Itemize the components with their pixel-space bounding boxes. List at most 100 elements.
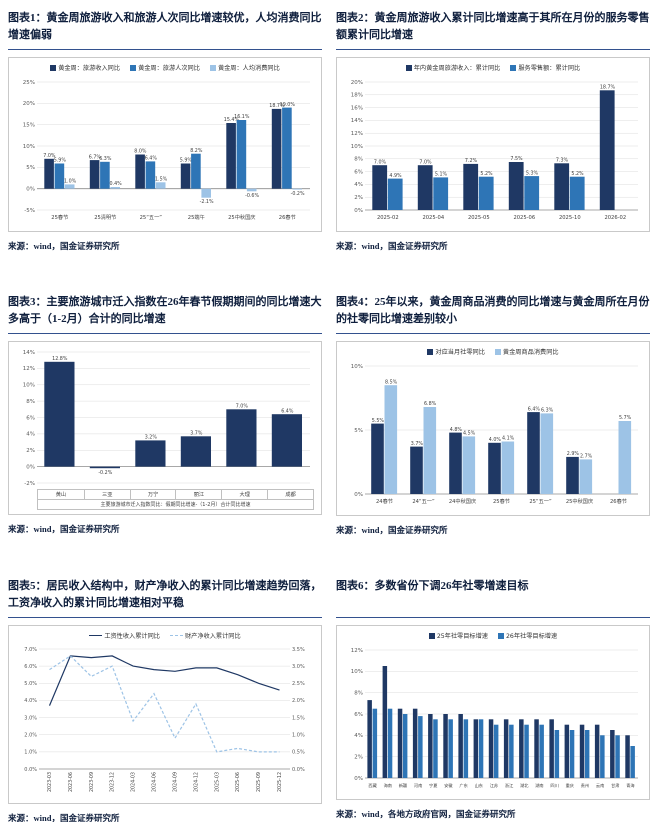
svg-text:0.0%: 0.0% [292,767,305,773]
chart-legend: 对应当月社零同比 黄金周商品消费同比 [339,345,647,359]
svg-text:2%: 2% [26,448,35,454]
legend-item: 工资性收入累计同比 [89,631,160,640]
svg-text:18.7%: 18.7% [600,85,616,91]
svg-text:6.0%: 6.0% [24,664,37,670]
figure-6-title: 图表6：多数省份下调26年社零增速目标 [336,580,529,592]
x-axis-city-label: 丽江 [175,490,221,499]
legend-item: 黄金周：旅游收入同比 [50,63,120,72]
title-divider [8,617,322,618]
chart-legend: 年内黄金周旅游收入：累计同比 服务零售额：累计同比 [339,61,647,75]
svg-text:10%: 10% [351,669,363,675]
svg-text:2%: 2% [354,195,363,201]
svg-text:6.4%: 6.4% [528,406,541,412]
legend-item: 对应当月社零同比 [427,347,485,356]
svg-text:7.2%: 7.2% [465,158,478,164]
svg-text:3.7%: 3.7% [411,441,424,447]
chart-legend: 25年社零目标增速 26年社零目标增速 [339,629,647,643]
legend-item: 25年社零目标增速 [428,631,488,640]
svg-text:3.7%: 3.7% [190,431,203,437]
legend-square-marker [209,64,216,71]
svg-text:2025-05: 2025-05 [468,215,490,221]
svg-text:6%: 6% [354,169,363,175]
svg-text:25清明节: 25清明节 [94,213,116,221]
svg-text:山东: 山东 [475,782,483,789]
svg-text:青海: 青海 [626,782,635,789]
svg-text:-2.1%: -2.1% [200,199,214,205]
title-divider [336,49,650,50]
svg-text:2025-04: 2025-04 [422,215,444,221]
svg-text:12%: 12% [351,131,363,137]
svg-text:14%: 14% [351,118,363,124]
legend-item: 26年社零目标增速 [498,631,557,640]
bar-chart-plot: 0% 2% 4% 6% 8% 10% 12% 14% 16% 18% 20% 7.0% 7.0% 7.2%… [351,80,638,221]
legend-label: 对应当月社零同比 [435,349,485,356]
svg-text:2024-03: 2024-03 [131,772,137,792]
svg-text:2024-12: 2024-12 [193,772,199,792]
svg-text:海南: 海南 [384,782,392,789]
svg-text:4%: 4% [354,182,363,188]
legend-label: 服务零售额：累计同比 [518,65,581,72]
svg-text:14%: 14% [23,350,35,356]
legend-label: 黄金周：人均消费同比 [217,65,280,72]
svg-text:7.3%: 7.3% [556,158,569,164]
svg-text:4.0%: 4.0% [489,437,502,443]
x-axis-note: 主要旅游城市迁入指数同比：假期同比增速-（1-2月）合计同比增速 [37,500,314,510]
svg-text:1.0%: 1.0% [24,750,37,756]
legend-item: 黄金周：人均消费同比 [209,63,280,72]
svg-text:2.0%: 2.0% [24,733,37,739]
figure-1-title: 图表1：黄金周旅游收入和旅游人次同比增速较优，人均消费同比增速偏弱 [8,12,322,42]
svg-text:18%: 18% [351,93,363,99]
svg-text:1.0%: 1.0% [292,733,305,739]
svg-text:4.9%: 4.9% [389,173,402,179]
svg-text:15%: 15% [23,123,35,129]
svg-text:2025-06: 2025-06 [235,772,241,792]
figure-2-source: 来源：wind，国金证券研究所 [336,241,448,251]
legend-label: 黄金周商品消费同比 [502,349,559,356]
x-axis-city-row: 黄山 三亚 万宁 丽江 大理 成都 [37,489,314,500]
legend-label: 26年社零目标增速 [506,633,558,640]
svg-text:6%: 6% [354,712,363,718]
svg-text:24“五一”: 24“五一” [412,498,435,505]
legend-square-marker [494,348,501,355]
legend-square-marker [498,632,504,639]
legend-line-marker [89,635,103,636]
svg-text:5.3%: 5.3% [526,170,539,176]
legend-square-marker [405,64,412,71]
svg-text:江苏: 江苏 [490,782,498,789]
svg-text:5.9%: 5.9% [180,158,193,164]
svg-text:25春节: 25春节 [51,213,68,221]
svg-text:25春节: 25春节 [493,497,510,505]
title-divider [336,617,650,618]
title-divider [336,333,650,334]
svg-text:湖南: 湖南 [535,782,543,789]
chart-legend: 黄金周：旅游收入同比 黄金周：旅游人次同比 黄金周：人均消费同比 [11,61,319,75]
figure-2-title: 图表2：黄金周旅游收入累计同比增速高于其所在月份的服务零售额累计同比增速 [336,12,650,42]
svg-text:8%: 8% [354,157,363,163]
legend-label: 年内黄金周旅游收入：累计同比 [413,65,501,72]
svg-text:6.4%: 6.4% [145,156,158,162]
svg-text:2%: 2% [354,755,363,761]
svg-text:12.8%: 12.8% [52,356,68,362]
svg-text:25“五一”: 25“五一” [529,498,552,505]
svg-text:26春节: 26春节 [610,497,627,505]
svg-text:10%: 10% [351,144,363,150]
svg-text:0.4%: 0.4% [110,181,123,187]
svg-text:24中秋国庆: 24中秋国庆 [449,497,476,505]
svg-text:24春节: 24春节 [376,497,393,505]
svg-text:2026-02: 2026-02 [604,215,626,221]
svg-text:7.0%: 7.0% [419,159,432,165]
svg-text:0%: 0% [354,208,363,214]
svg-text:-0.2%: -0.2% [291,191,305,197]
svg-text:2024-09: 2024-09 [173,772,179,792]
svg-text:8.0%: 8.0% [134,149,147,155]
legend-item: 服务零售额：累计同比 [510,63,580,72]
figure-5-source: 来源：wind，国金证券研究所 [8,813,120,822]
figure-3-source: 来源：wind，国金证券研究所 [8,524,120,534]
legend-item: 财产净收入累计同比 [170,631,241,640]
legend-item: 黄金周：旅游人次同比 [130,63,200,72]
figure-3-section: 图表3：主要旅游城市迁入指数在26年春节假期期间的同比增速大多高于（1-2月）合… [8,294,322,536]
figure-6-section: 图表6：多数省份下调26年社零增速目标 25年社零目标增速 26年社零目标增速 0%… [336,578,650,822]
svg-text:3.0%: 3.0% [292,664,305,670]
legend-label: 黄金周：旅游收入同比 [58,65,121,72]
svg-text:-0.2%: -0.2% [98,470,112,476]
